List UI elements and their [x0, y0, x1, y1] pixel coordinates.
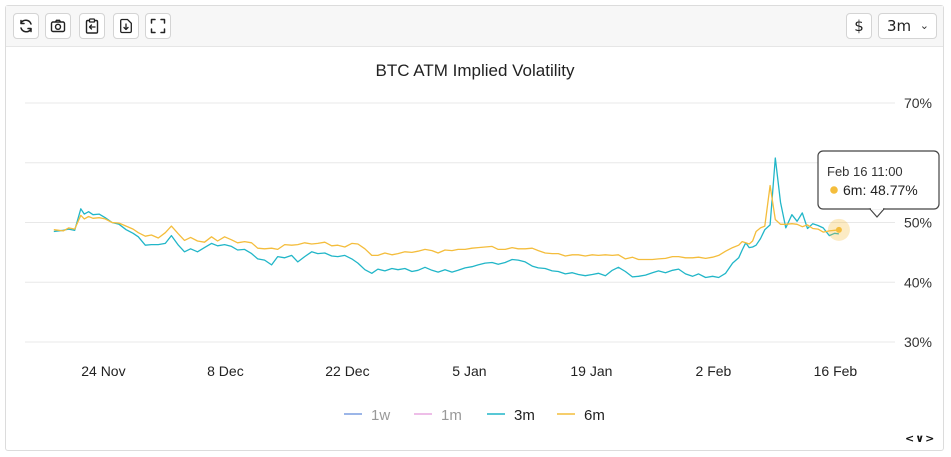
series-line-6m: [53, 184, 839, 261]
copy-clipboard-button[interactable]: [79, 13, 105, 39]
legend-item-6m[interactable]: 6m: [557, 407, 605, 424]
legend-label: 1m: [441, 407, 462, 424]
tooltip-series-dot: [830, 186, 838, 194]
fullscreen-button[interactable]: [145, 13, 171, 39]
tooltip-value: 6m: 48.77%: [843, 182, 918, 198]
refresh-icon: [20, 19, 32, 33]
x-tick-label: 2 Feb: [696, 363, 732, 379]
screenshot-button[interactable]: [45, 13, 71, 39]
series-line-3m: [53, 157, 839, 279]
y-tick-label: 30%: [904, 334, 932, 350]
y-tick-label: 70%: [904, 95, 932, 111]
currency-button[interactable]: $: [846, 13, 872, 39]
chart-navigation-arrows[interactable]: <∨>: [905, 432, 936, 445]
legend-label: 1w: [371, 407, 390, 424]
range-select[interactable]: 3m ⌄: [878, 13, 937, 39]
y-tick-label: 40%: [904, 274, 932, 290]
chart-title: BTC ATM Implied Volatility: [375, 61, 575, 80]
legend-item-3m[interactable]: 3m: [487, 407, 535, 424]
legend-label: 3m: [514, 407, 535, 424]
tooltip-date: Feb 16 11:00: [827, 164, 903, 179]
hover-point: [835, 226, 842, 233]
download-icon: [120, 18, 132, 34]
camera-icon: [50, 19, 66, 33]
chart-container: $ 3m ⌄: [5, 5, 944, 451]
series-lines: [53, 157, 839, 279]
x-tick-label: 5 Jan: [452, 363, 486, 379]
legend: 1w 1m 3m 6m: [344, 407, 605, 424]
y-tick-label: 50%: [904, 215, 932, 231]
x-tick-label: 19 Jan: [570, 363, 612, 379]
x-tick-label: 22 Dec: [325, 363, 369, 379]
y-grid: [25, 102, 895, 343]
x-tick-label: 8 Dec: [207, 363, 244, 379]
download-button[interactable]: [113, 13, 139, 39]
clipboard-icon: [85, 18, 99, 34]
chevron-down-icon: ⌄: [919, 19, 929, 32]
tooltip-box: [817, 150, 940, 210]
tooltip-pointer: [868, 208, 886, 218]
legend-item-1m[interactable]: 1m: [414, 407, 462, 424]
hover-marker: [827, 218, 850, 241]
chart-toolbar: $ 3m ⌄: [6, 6, 943, 47]
refresh-button[interactable]: [13, 13, 39, 39]
legend-label: 6m: [584, 407, 605, 424]
range-select-label: 3m: [887, 17, 912, 35]
x-axis: 24 Nov 8 Dec 22 Dec 5 Jan 19 Jan 2 Feb 16 Feb: [81, 363, 857, 379]
tooltip: Feb 16 11:00 6m: 48.77%: [817, 150, 940, 218]
x-tick-label: 16 Feb: [814, 363, 858, 379]
x-tick-label: 24 Nov: [81, 363, 125, 379]
legend-item-1w[interactable]: 1w: [344, 407, 390, 424]
y-axis: 30%40%50%60%70%: [904, 95, 932, 350]
fullscreen-icon: [150, 18, 166, 34]
